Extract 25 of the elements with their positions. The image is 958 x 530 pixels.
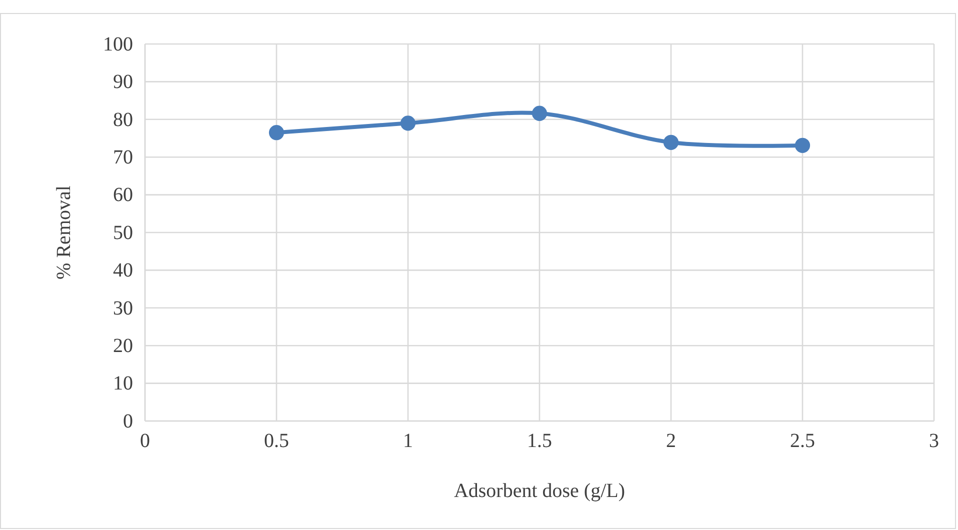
point: [268, 125, 284, 140]
point: [794, 138, 810, 153]
point: [400, 116, 416, 131]
y-tick-label: 70: [113, 146, 133, 168]
x-tick-label: 1.5: [527, 430, 552, 452]
point: [532, 106, 548, 121]
y-tick-label: 100: [103, 33, 133, 56]
y-axis-title: % Removal: [53, 185, 75, 280]
y-tick-label: 50: [113, 222, 133, 244]
y-tick-label: 80: [113, 108, 133, 131]
y-tick-label: 40: [113, 260, 133, 282]
x-tick-label: 0: [140, 430, 150, 452]
x-tick-label: 1: [403, 430, 413, 452]
x-tick-label: 2: [666, 430, 676, 452]
x-tick-label: 3: [929, 430, 939, 452]
y-tick-label: 20: [113, 335, 133, 357]
point: [663, 134, 679, 150]
y-tick-label: 10: [113, 372, 133, 395]
y-tick-label: 90: [113, 71, 133, 94]
y-tick-label: 30: [113, 297, 133, 320]
x-tick-label: 0.5: [264, 430, 289, 452]
y-tick-label: 60: [113, 184, 133, 206]
x-tick-label: 2.5: [790, 430, 815, 452]
x-axis-title: Adsorbent dose (g/L): [454, 480, 626, 502]
y-tick-label: 0: [123, 410, 133, 432]
